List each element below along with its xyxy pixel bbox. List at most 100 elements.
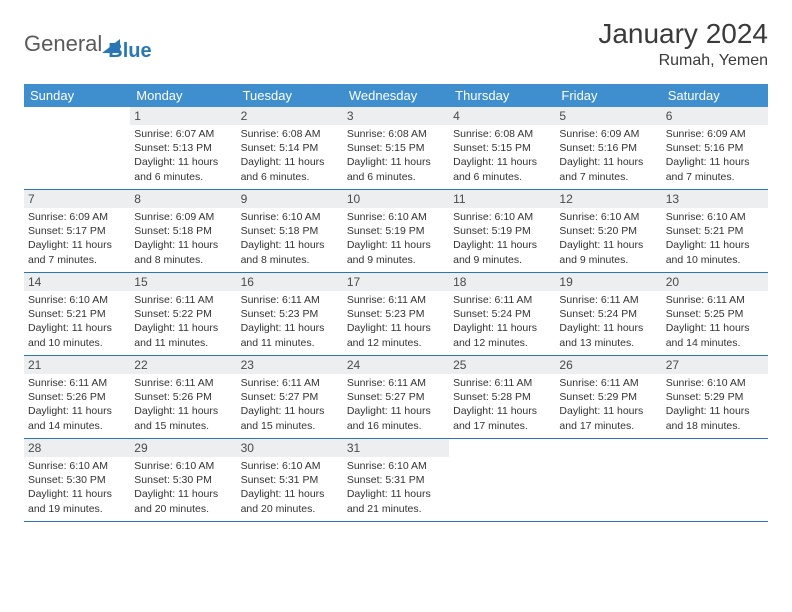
calendar-cell: 16 Sunrise: 6:11 AMSunset: 5:23 PMDayligh… xyxy=(237,273,343,356)
day-number: 22 xyxy=(130,356,236,374)
logo-text-blue: Blue xyxy=(108,24,151,63)
day-details: Sunrise: 6:10 AMSunset: 5:21 PMDaylight:… xyxy=(666,210,764,267)
day-details: Sunrise: 6:11 AMSunset: 5:29 PMDaylight:… xyxy=(559,376,657,433)
calendar-cell: 14 Sunrise: 6:10 AMSunset: 5:21 PMDayligh… xyxy=(24,273,130,356)
calendar-row: 28Sunrise: 6:10 AMSunset: 5:30 PMDayligh… xyxy=(24,439,768,522)
calendar-cell: 25 Sunrise: 6:11 AMSunset: 5:28 PMDayligh… xyxy=(449,356,555,439)
logo: General Blue xyxy=(24,18,152,63)
location: Rumah, Yemen xyxy=(598,52,768,70)
day-number: 30 xyxy=(237,439,343,457)
day-details: Sunrise: 6:08 AMSunset: 5:14 PMDaylight:… xyxy=(241,127,339,184)
calendar-cell: 24Sunrise: 6:11 AMSunset: 5:27 PMDayligh… xyxy=(343,356,449,439)
weekday-header: Friday xyxy=(555,84,661,107)
day-details: Sunrise: 6:11 AMSunset: 5:23 PMDaylight:… xyxy=(241,293,339,350)
day-details: Sunrise: 6:11 AMSunset: 5:22 PMDaylight:… xyxy=(134,293,232,350)
day-number: 4 xyxy=(449,107,555,125)
day-details: Sunrise: 6:09 AMSunset: 5:17 PMDaylight:… xyxy=(28,210,126,267)
day-details: Sunrise: 6:10 AMSunset: 5:30 PMDaylight:… xyxy=(134,459,232,516)
day-number: 2 xyxy=(237,107,343,125)
calendar-cell: 27 Sunrise: 6:10 AMSunset: 5:29 PMDayligh… xyxy=(662,356,768,439)
day-details: Sunrise: 6:11 AMSunset: 5:23 PMDaylight:… xyxy=(347,293,445,350)
day-details: Sunrise: 6:08 AMSunset: 5:15 PMDaylight:… xyxy=(347,127,445,184)
calendar-cell: 5 Sunrise: 6:09 AMSunset: 5:16 PMDaylight… xyxy=(555,107,661,190)
calendar-cell xyxy=(449,439,555,522)
calendar-cell: 12 Sunrise: 6:10 AMSunset: 5:20 PMDayligh… xyxy=(555,190,661,273)
day-details: Sunrise: 6:10 AMSunset: 5:18 PMDaylight:… xyxy=(241,210,339,267)
calendar-cell: 7Sunrise: 6:09 AMSunset: 5:17 PMDaylight… xyxy=(24,190,130,273)
calendar-cell: 18Sunrise: 6:11 AMSunset: 5:24 PMDayligh… xyxy=(449,273,555,356)
day-number: 10 xyxy=(343,190,449,208)
calendar-body: 1 Sunrise: 6:07 AMSunset: 5:13 PMDaylight… xyxy=(24,107,768,522)
logo-text-general: General xyxy=(24,31,102,57)
day-details: Sunrise: 6:11 AMSunset: 5:26 PMDaylight:… xyxy=(28,376,126,433)
calendar-cell: 11 Sunrise: 6:10 AMSunset: 5:19 PMDayligh… xyxy=(449,190,555,273)
calendar-cell: 17 Sunrise: 6:11 AMSunset: 5:23 PMDayligh… xyxy=(343,273,449,356)
day-number: 19 xyxy=(555,273,661,291)
calendar-page: General Blue January 2024 Rumah, Yemen S… xyxy=(0,0,792,522)
day-details: Sunrise: 6:10 AMSunset: 5:20 PMDaylight:… xyxy=(559,210,657,267)
calendar-cell: 20 Sunrise: 6:11 AMSunset: 5:25 PMDayligh… xyxy=(662,273,768,356)
day-number: 28 xyxy=(24,439,130,457)
calendar-cell: 21 Sunrise: 6:11 AMSunset: 5:26 PMDayligh… xyxy=(24,356,130,439)
calendar-cell: 15 Sunrise: 6:11 AMSunset: 5:22 PMDayligh… xyxy=(130,273,236,356)
day-details: Sunrise: 6:11 AMSunset: 5:28 PMDaylight:… xyxy=(453,376,551,433)
day-number: 14 xyxy=(24,273,130,291)
day-details: Sunrise: 6:09 AMSunset: 5:18 PMDaylight:… xyxy=(134,210,232,267)
day-details: Sunrise: 6:07 AMSunset: 5:13 PMDaylight:… xyxy=(134,127,232,184)
day-number: 26 xyxy=(555,356,661,374)
day-number: 12 xyxy=(555,190,661,208)
day-details: Sunrise: 6:11 AMSunset: 5:27 PMDaylight:… xyxy=(241,376,339,433)
weekday-header: Tuesday xyxy=(237,84,343,107)
day-details: Sunrise: 6:10 AMSunset: 5:21 PMDaylight:… xyxy=(28,293,126,350)
day-details: Sunrise: 6:11 AMSunset: 5:27 PMDaylight:… xyxy=(347,376,445,433)
calendar-cell: 26 Sunrise: 6:11 AMSunset: 5:29 PMDayligh… xyxy=(555,356,661,439)
day-details: Sunrise: 6:09 AMSunset: 5:16 PMDaylight:… xyxy=(666,127,764,184)
calendar-cell: 8Sunrise: 6:09 AMSunset: 5:18 PMDaylight… xyxy=(130,190,236,273)
day-number: 11 xyxy=(449,190,555,208)
day-number: 17 xyxy=(343,273,449,291)
day-number: 6 xyxy=(662,107,768,125)
calendar-cell: 4 Sunrise: 6:08 AMSunset: 5:15 PMDaylight… xyxy=(449,107,555,190)
day-number: 5 xyxy=(555,107,661,125)
calendar-row: 1 Sunrise: 6:07 AMSunset: 5:13 PMDaylight… xyxy=(24,107,768,190)
calendar-cell: 29 Sunrise: 6:10 AMSunset: 5:30 PMDayligh… xyxy=(130,439,236,522)
day-details: Sunrise: 6:10 AMSunset: 5:29 PMDaylight:… xyxy=(666,376,764,433)
calendar-cell: 2 Sunrise: 6:08 AMSunset: 5:14 PMDaylight… xyxy=(237,107,343,190)
day-number: 15 xyxy=(130,273,236,291)
calendar-cell: 3Sunrise: 6:08 AMSunset: 5:15 PMDaylight… xyxy=(343,107,449,190)
day-details: Sunrise: 6:10 AMSunset: 5:31 PMDaylight:… xyxy=(347,459,445,516)
calendar-cell xyxy=(24,107,130,190)
weekday-header: Thursday xyxy=(449,84,555,107)
day-number: 27 xyxy=(662,356,768,374)
calendar-cell: 22Sunrise: 6:11 AMSunset: 5:26 PMDayligh… xyxy=(130,356,236,439)
calendar-cell: 13Sunrise: 6:10 AMSunset: 5:21 PMDayligh… xyxy=(662,190,768,273)
day-details: Sunrise: 6:10 AMSunset: 5:31 PMDaylight:… xyxy=(241,459,339,516)
day-number: 25 xyxy=(449,356,555,374)
day-details: Sunrise: 6:11 AMSunset: 5:25 PMDaylight:… xyxy=(666,293,764,350)
day-details: Sunrise: 6:11 AMSunset: 5:24 PMDaylight:… xyxy=(559,293,657,350)
day-number: 29 xyxy=(130,439,236,457)
calendar-cell: 28 Sunrise: 6:10 AMSunset: 5:30 PMDayligh… xyxy=(24,439,130,522)
day-number: 9 xyxy=(237,190,343,208)
day-number: 20 xyxy=(662,273,768,291)
day-details: Sunrise: 6:09 AMSunset: 5:16 PMDaylight:… xyxy=(559,127,657,184)
calendar-cell: 23 Sunrise: 6:11 AMSunset: 5:27 PMDayligh… xyxy=(237,356,343,439)
calendar-row: 21 Sunrise: 6:11 AMSunset: 5:26 PMDayligh… xyxy=(24,356,768,439)
calendar-cell: 10Sunrise: 6:10 AMSunset: 5:19 PMDayligh… xyxy=(343,190,449,273)
weekday-header: Sunday xyxy=(24,84,130,107)
calendar-cell: 31Sunrise: 6:10 AMSunset: 5:31 PMDayligh… xyxy=(343,439,449,522)
calendar-cell: 6 Sunrise: 6:09 AMSunset: 5:16 PMDaylight… xyxy=(662,107,768,190)
day-number: 16 xyxy=(237,273,343,291)
day-number: 21 xyxy=(24,356,130,374)
calendar-cell xyxy=(662,439,768,522)
calendar-cell: 19 Sunrise: 6:11 AMSunset: 5:24 PMDayligh… xyxy=(555,273,661,356)
calendar-row: 7Sunrise: 6:09 AMSunset: 5:17 PMDaylight… xyxy=(24,190,768,273)
day-details: Sunrise: 6:10 AMSunset: 5:30 PMDaylight:… xyxy=(28,459,126,516)
day-details: Sunrise: 6:08 AMSunset: 5:15 PMDaylight:… xyxy=(453,127,551,184)
day-number: 1 xyxy=(130,107,236,125)
day-details: Sunrise: 6:10 AMSunset: 5:19 PMDaylight:… xyxy=(453,210,551,267)
title-block: January 2024 Rumah, Yemen xyxy=(598,18,768,70)
calendar-cell xyxy=(555,439,661,522)
day-number: 23 xyxy=(237,356,343,374)
header: General Blue January 2024 Rumah, Yemen xyxy=(24,18,768,70)
